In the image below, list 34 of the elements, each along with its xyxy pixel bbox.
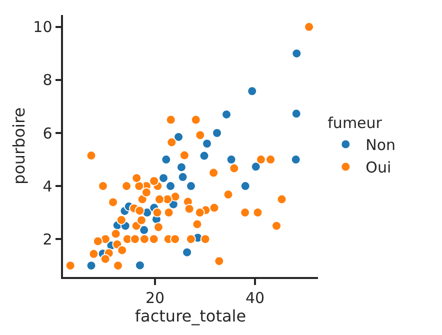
point — [290, 154, 301, 165]
point — [202, 138, 212, 149]
point — [199, 150, 210, 161]
point — [176, 162, 186, 172]
point — [86, 260, 96, 271]
point — [292, 48, 302, 58]
y-axis-title: pourboire — [10, 107, 29, 185]
y-tick-label: 4 — [42, 177, 52, 196]
y-tick-label: 8 — [42, 71, 52, 90]
point — [226, 154, 236, 165]
point — [134, 260, 145, 270]
point — [212, 128, 222, 138]
point — [247, 86, 258, 96]
y-tick-label: 6 — [42, 124, 52, 142]
x-tick-label: 20 — [145, 288, 165, 307]
y-tick-label: 2 — [42, 230, 52, 248]
y-tick-label: 10 — [33, 18, 52, 36]
legend-title: fumeur — [328, 114, 383, 132]
point — [166, 181, 176, 192]
point — [186, 181, 196, 192]
point — [161, 154, 172, 165]
point — [178, 172, 188, 182]
point — [250, 162, 261, 172]
x-axis-title: facture_totale — [134, 306, 246, 326]
legend-label: Non — [366, 136, 396, 154]
x-tick-label: 40 — [245, 288, 265, 307]
point — [139, 225, 150, 236]
point — [291, 108, 302, 119]
point — [240, 181, 250, 192]
legend-label: Oui — [366, 158, 392, 177]
point — [158, 173, 168, 184]
point — [182, 247, 192, 258]
point — [174, 132, 184, 142]
point — [222, 109, 232, 120]
